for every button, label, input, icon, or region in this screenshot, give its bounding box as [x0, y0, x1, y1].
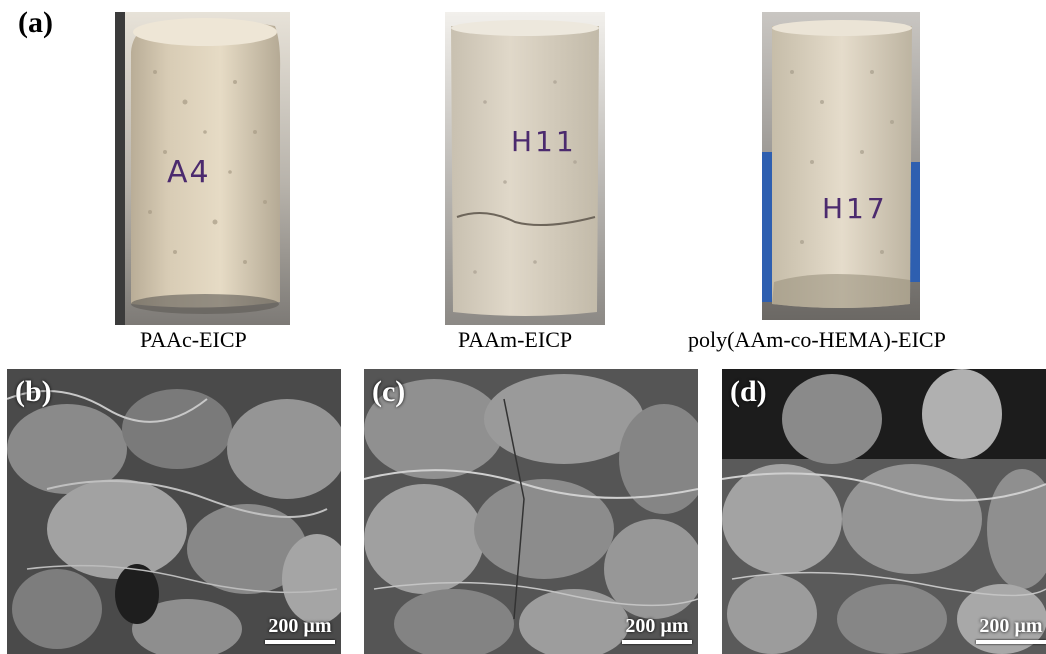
scale-bar-b-line	[265, 640, 335, 644]
sem-image-c: (c) 200 µm	[364, 369, 698, 654]
scale-bar-b: 200 µm	[265, 615, 335, 644]
scale-bar-b-text: 200 µm	[268, 615, 332, 637]
sample-photo-paac: A4	[115, 12, 290, 325]
scale-bar-d-line	[976, 640, 1046, 644]
panel-d-label: (d)	[730, 375, 767, 408]
sample-marking-h17: H17	[822, 192, 888, 225]
scale-bar-c: 200 µm	[622, 615, 692, 644]
panel-c-label: (c)	[372, 375, 406, 408]
caption-poly-aam-co-hema: poly(AAm-co-HEMA)-EICP	[688, 327, 946, 352]
scale-bar-c-text: 200 µm	[625, 615, 689, 637]
sample-marking-a4: A4	[167, 155, 211, 190]
sem-image-d: (d) 200 µm	[722, 369, 1046, 654]
sample-photo-paam: H11	[445, 12, 605, 325]
panel-a-label: (a)	[18, 6, 53, 39]
panel-b-label: (b)	[15, 375, 52, 408]
sem-image-b: (b) 200 µm	[7, 369, 341, 654]
scale-bar-d: 200 µm	[976, 615, 1046, 644]
sample-marking-h11: H11	[511, 125, 577, 158]
caption-paam: PAAm-EICP	[458, 327, 573, 352]
scale-bar-d-text: 200 µm	[979, 615, 1043, 637]
sample-photo-poly-aam-co-hema: H17	[762, 12, 920, 320]
scale-bar-c-line	[622, 640, 692, 644]
caption-paac: PAAc-EICP	[140, 327, 247, 352]
